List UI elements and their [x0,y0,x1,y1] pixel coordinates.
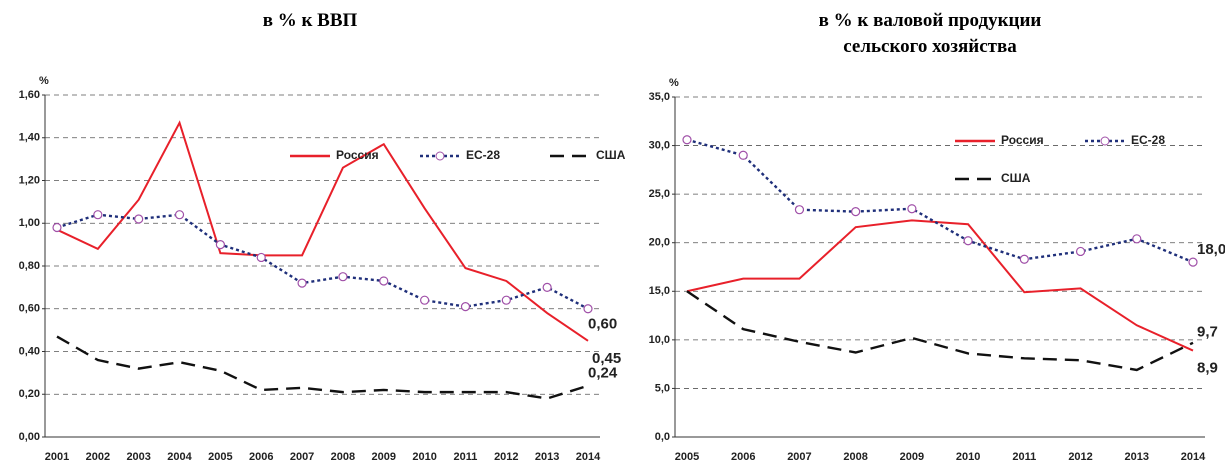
x-tick-label: 2009 [900,451,924,463]
point [542,282,552,292]
x-tick-label: 2014 [1181,451,1206,463]
series-line [686,138,1194,264]
x-tick-label: 2002 [86,451,110,463]
point [338,272,348,282]
y-tick-label: 0,00 [19,431,40,443]
legend-label: ЕС-28 [1131,133,1165,147]
x-tick-label: 2011 [454,451,478,463]
y-tick-label: 1,00 [19,217,40,229]
point [851,207,861,217]
x-tick-label: 2006 [249,451,273,463]
y-tick-label: 5,0 [655,382,670,394]
y-tick-label: 10,0 [649,334,670,346]
legend-label: США [596,148,626,162]
data-label: 0,45 [592,350,621,367]
legend-label: Россия [336,148,379,162]
point [794,205,805,215]
x-tick-label: 2005 [208,451,232,463]
series-line [686,219,1194,352]
y-tick-label: 15,0 [649,285,670,297]
legend-label: ЕС-28 [466,148,500,162]
chart-title: в % к валовой продукции сельского хозяйс… [818,10,1042,57]
y-tick-label: 0,60 [19,303,40,315]
point [1132,234,1142,244]
y-tick-label: 1,40 [19,132,40,144]
x-tick-label: 2005 [675,451,699,463]
y-tick-label: 35,0 [649,91,670,103]
x-tick-label: 2001 [45,451,69,463]
point [134,214,144,224]
y-tick-label: 0,80 [19,260,40,272]
y-tick-label: 0,0 [655,431,670,443]
point [1075,246,1086,257]
point [501,295,511,305]
legend-marker [435,151,445,161]
point [738,150,748,160]
point [583,304,593,314]
data-label: 18,0 [1197,241,1225,258]
data-label: 0,60 [588,316,617,333]
y-tick-label: 20,0 [649,237,670,249]
series-line [56,120,589,342]
point [379,276,389,286]
point [256,252,266,263]
x-tick-label: 2013 [535,451,559,463]
point [907,204,917,214]
x-tick-label: 2007 [290,451,314,463]
point [1019,254,1029,264]
x-tick-label: 2010 [956,451,980,463]
point [1188,257,1198,267]
y-tick-label: 30,0 [649,139,670,151]
x-tick-label: 2006 [731,451,755,463]
y-tick-label: 1,20 [19,174,40,186]
x-tick-label: 2007 [787,451,811,463]
series-line [686,290,1194,372]
x-tick-label: 2011 [1012,451,1036,463]
point [460,302,471,312]
data-label: 8,9 [1197,360,1218,377]
point [963,236,973,246]
x-tick-label: 2012 [494,451,518,463]
point [174,210,185,220]
point [682,135,692,145]
point [93,210,103,220]
point [420,295,430,305]
y-axis-label: % [39,75,49,87]
point [215,240,225,250]
x-tick-label: 2012 [1068,451,1092,463]
y-axis-label: % [669,77,679,89]
x-tick-label: 2014 [576,451,601,463]
series-line [56,335,589,400]
x-tick-label: 2004 [167,451,192,463]
legend-label: Россия [1001,133,1044,147]
y-tick-label: 0,20 [19,388,40,400]
y-tick-label: 1,60 [19,89,40,101]
y-tick-label: 25,0 [649,188,670,200]
point [297,278,307,288]
series-line [56,213,589,310]
chart-title: в % к ВВП [262,10,358,31]
x-tick-label: 2008 [331,451,355,463]
y-tick-label: 0,40 [19,345,40,357]
x-tick-label: 2010 [412,451,436,463]
legend-label: США [1001,171,1031,185]
x-tick-label: 2003 [126,451,150,463]
x-tick-label: 2013 [1125,451,1149,463]
legend-marker [1100,136,1110,146]
data-label: 0,24 [588,365,618,382]
x-tick-label: 2009 [372,451,396,463]
data-label: 9,7 [1197,324,1218,341]
x-tick-label: 2008 [843,451,867,463]
point [52,222,62,233]
